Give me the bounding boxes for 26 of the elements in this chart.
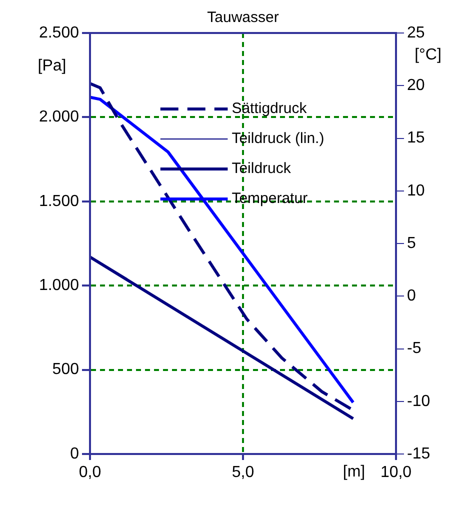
x-tick-label: 0,0 (78, 464, 102, 482)
y2-tick-label: 10 (407, 182, 425, 200)
y-tick-label: 0 (70, 445, 80, 462)
legend-label: Temperatur (232, 190, 308, 208)
x-tick-label: 5,0 (232, 464, 254, 482)
chart-title: Tauwasser (207, 9, 279, 26)
y-tick-label: 2.000 (38, 108, 80, 126)
x-axis-title: [m] (342, 463, 366, 480)
y-tick-label: 500 (52, 361, 80, 378)
y-tick-label: 1.000 (38, 277, 80, 294)
y2-tick-label: -10 (407, 392, 430, 410)
y2-tick-label: -5 (407, 340, 422, 358)
y-axis-title: [Pa] (38, 57, 66, 74)
legend-label: Teildruck (232, 160, 292, 178)
y2-tick-label: 20 (407, 77, 425, 94)
y-tick-label: 1.500 (38, 192, 80, 210)
y2-tick-label: 5 (407, 234, 416, 252)
x-tick-label: 10,0 (380, 464, 412, 482)
y2-tick-label: 25 (407, 24, 425, 42)
legend-label: Sättigdruck (232, 100, 308, 118)
y2-tick-label: 0 (407, 288, 416, 305)
y2-tick-label: -15 (407, 445, 430, 462)
y-tick-label: 2.500 (38, 24, 80, 42)
y2-tick-label: 15 (407, 130, 425, 147)
legend-label: Teildruck (lin.) (232, 130, 324, 148)
y2-axis-title: [°C] (414, 46, 442, 64)
